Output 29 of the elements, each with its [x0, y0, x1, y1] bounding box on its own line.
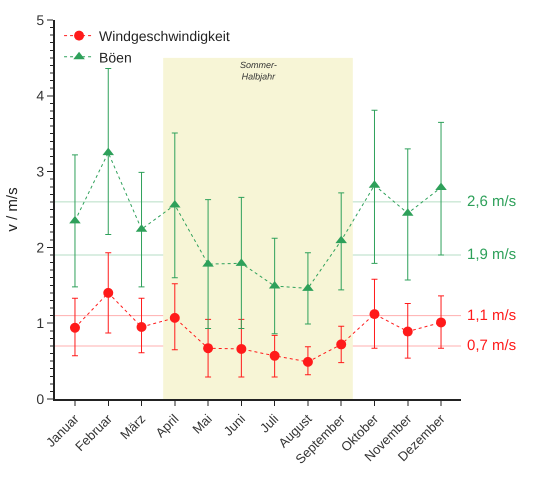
point [103, 288, 114, 298]
point [236, 344, 246, 354]
point [402, 326, 413, 337]
band-label: Sommer- Halbjahr [240, 60, 277, 82]
point [70, 322, 80, 333]
ref-line-label: 0,7 m/s [467, 337, 516, 354]
x-tick-label: Juni [220, 411, 248, 439]
point [369, 309, 380, 320]
point [302, 356, 313, 367]
point [136, 322, 147, 332]
y-tick-label: 0 [36, 390, 44, 407]
y-tick-label: 2 [36, 239, 44, 256]
legend-label: Böen [99, 49, 132, 66]
y-tick-label: 1 [36, 315, 44, 332]
ref-line-label: 1,1 m/s [467, 307, 516, 324]
y-tick-label: 3 [36, 164, 44, 180]
x-tick-label: Juli [256, 411, 282, 436]
point [336, 339, 346, 350]
point [270, 350, 280, 361]
ref-line-label: 1,9 m/s [467, 246, 516, 263]
point [436, 317, 446, 328]
point [203, 343, 214, 354]
point [170, 312, 180, 323]
y-tick-label: 5 [36, 12, 44, 28]
x-tick-label: Mai [189, 411, 215, 437]
ref-line-label: 2,6 m/s [467, 193, 516, 210]
legend-label: Windgeschwindigkeit [99, 28, 230, 44]
y-tick-label: 4 [36, 88, 44, 104]
y-axis-title: v / m/s [4, 187, 22, 232]
